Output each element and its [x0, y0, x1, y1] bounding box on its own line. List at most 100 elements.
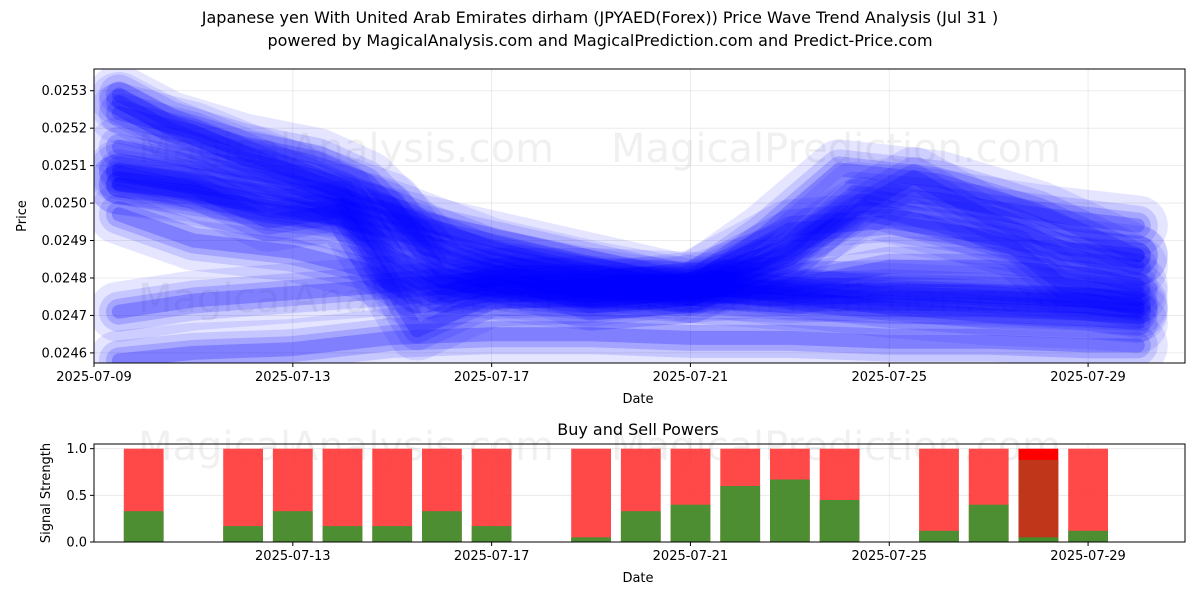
buy-power-bar [123, 511, 164, 542]
buy-power-bar [272, 511, 313, 542]
price-wave-band [105, 100, 1151, 306]
power-title: Buy and Sell Powers [557, 420, 719, 439]
price-wave-band [94, 72, 1168, 327]
sell-power-bar [1068, 448, 1108, 542]
price-wave-7 [94, 146, 1168, 331]
price-y-tick-label: 0.0248 [42, 271, 88, 286]
price-x-tick-label: 2025-07-29 [1050, 370, 1126, 385]
price-wave-band [98, 194, 1158, 321]
price-y-label: Price [15, 200, 30, 232]
price-wave-band [111, 169, 1145, 308]
price-wave-9 [94, 304, 1168, 363]
price-wave-band [111, 207, 1145, 308]
price-wave-band [98, 82, 1158, 317]
power-x-tick-label: 2025-07-17 [454, 549, 530, 564]
price-x-label: Date [622, 392, 653, 407]
buy-power-bar [223, 526, 263, 542]
price-wave-band [98, 74, 1158, 321]
price-y-tick-label: 0.0251 [42, 159, 88, 174]
price-wave-band [94, 116, 1168, 338]
buy-power-bar [919, 530, 959, 542]
power-y-tick-label: 1.0 [66, 442, 87, 457]
price-wave-band [111, 139, 1145, 315]
price-wave-8 [94, 248, 1168, 342]
price-wave-band [94, 154, 1168, 342]
price-wave-band [111, 327, 1145, 363]
buy-power-bar [372, 526, 413, 542]
price-wave-1 [94, 154, 1168, 342]
price-wave-band [111, 87, 1145, 308]
price-wave-3 [94, 116, 1168, 338]
price-wave-band [105, 160, 1151, 344]
buy-power-bar [670, 504, 711, 542]
power-y-tick-label: 0.5 [66, 489, 87, 504]
power-bars [123, 448, 1108, 542]
buy-power-bar [720, 486, 761, 542]
power-x-tick-label: 2025-07-29 [1050, 549, 1126, 564]
price-y-tick-label: 0.0249 [42, 234, 88, 249]
price-wave-band [111, 166, 1145, 338]
price-wave-band [105, 133, 1151, 321]
price-wave-series [94, 69, 1168, 363]
price-wave-band [105, 265, 1151, 325]
price-wave-band [105, 156, 1151, 336]
price-wave-band [105, 89, 1151, 310]
watermark-left-lower: MagicalAnalysis.com [138, 276, 554, 322]
price-wave-band [111, 177, 1145, 319]
price-wave-band [105, 321, 1151, 363]
price-wave-band [98, 164, 1158, 332]
price-wave-band [98, 153, 1158, 351]
price-x-tick-label: 2025-07-17 [454, 370, 530, 385]
power-x-tick-label: 2025-07-21 [653, 549, 729, 564]
power-x-label: Date [622, 571, 653, 586]
price-x-tick-label: 2025-07-21 [653, 370, 729, 385]
price-wave-band [105, 81, 1151, 314]
price-wave-band [98, 314, 1158, 363]
price-grid [93, 69, 1185, 363]
chart-subtitle: powered by MagicalAnalysis.com and Magic… [267, 31, 933, 50]
price-wave-band [98, 93, 1158, 313]
sell-power-bar [919, 448, 959, 542]
buy-power-bar [1068, 530, 1108, 542]
price-y-tick-label: 0.0252 [42, 122, 88, 137]
price-wave-band [105, 171, 1151, 325]
price-wave-band [111, 271, 1145, 319]
price-x-tick-label: 2025-07-09 [56, 370, 132, 385]
price-y-tick-label: 0.0247 [42, 309, 88, 324]
price-wave-2 [94, 139, 1168, 353]
price-wave-band [94, 69, 1168, 331]
price-wave-band [111, 106, 1145, 300]
watermark-left: MagicalAnalysis.com [138, 126, 554, 172]
buy-power-bar [819, 500, 860, 542]
price-wave-band [94, 139, 1168, 353]
price-wave-band [98, 149, 1158, 343]
price-wave-band [94, 146, 1168, 331]
price-wave-4 [94, 69, 1168, 331]
price-wave-band [94, 248, 1168, 342]
sell-power-bar [571, 448, 611, 542]
power-x-tick-label: 2025-07-25 [851, 549, 927, 564]
price-wave-band [111, 95, 1145, 304]
price-wave-5 [94, 72, 1168, 327]
price-wave-band [111, 162, 1145, 330]
buy-power-bar [1018, 537, 1059, 542]
price-wave-6 [94, 83, 1168, 323]
power-ticks: 2025-07-13 2025-07-17 2025-07-21 2025-07-25… [66, 442, 1126, 564]
price-wave-band [94, 83, 1168, 323]
strong-signal-bar [1018, 459, 1059, 542]
price-ticks: 2025-07-09 2025-07-13 2025-07-17 2025-07-21… [42, 84, 1126, 385]
buy-power-bar [471, 526, 512, 542]
chart-title: Japanese yen With United Arab Emirates d… [201, 8, 999, 27]
power-x-tick-label: 2025-07-13 [255, 549, 331, 564]
buy-power-bar [422, 511, 462, 542]
price-axes-frame [93, 68, 1186, 364]
price-y-tick-label: 0.0253 [42, 84, 88, 99]
power-y-tick-label: 0.0 [66, 536, 87, 551]
watermark-right: MagicalPrediction.com [611, 126, 1061, 172]
price-wave-band [98, 156, 1158, 321]
price-wave-band [98, 126, 1158, 328]
price-y-tick-label: 0.0250 [42, 197, 88, 212]
price-wave-band [94, 143, 1168, 361]
